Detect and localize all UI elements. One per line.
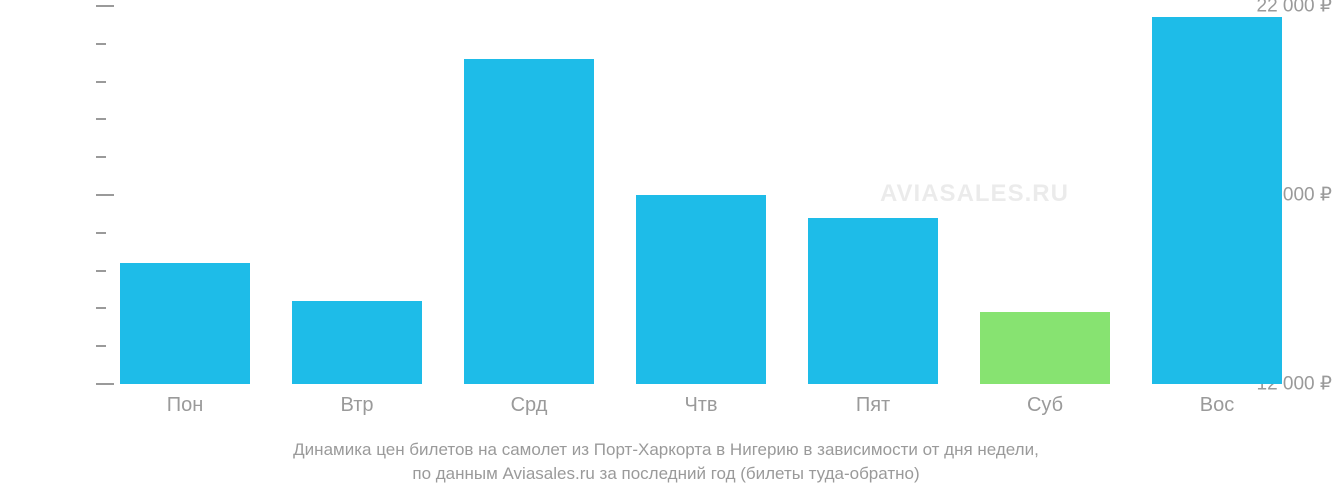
bar-Срд xyxy=(464,59,594,384)
y-tick xyxy=(96,5,114,7)
bar-Втр xyxy=(292,301,422,384)
caption-line1: Динамика цен билетов на самолет из Порт-… xyxy=(293,440,1039,459)
bar-Пон xyxy=(120,263,250,384)
y-tick xyxy=(96,307,106,309)
x-label-Вос: Вос xyxy=(1200,394,1234,417)
x-label-Втр: Втр xyxy=(341,394,374,417)
x-label-Суб: Суб xyxy=(1027,394,1063,417)
x-label-Пон: Пон xyxy=(167,394,204,417)
x-label-Чтв: Чтв xyxy=(684,394,717,417)
y-tick xyxy=(96,118,106,120)
y-tick xyxy=(96,194,114,196)
y-tick xyxy=(96,156,106,158)
bar-Вос xyxy=(1152,17,1282,384)
bar-Чтв xyxy=(636,195,766,384)
y-tick xyxy=(96,232,106,234)
bar-Суб xyxy=(980,312,1110,384)
y-tick xyxy=(96,43,106,45)
y-tick xyxy=(96,81,106,83)
x-label-Пят: Пят xyxy=(856,394,890,417)
y-tick xyxy=(96,383,114,385)
price-by-weekday-chart: 12 000 ₽17 000 ₽22 000 ₽ ПонВтрСрдЧтвПят… xyxy=(0,0,1332,502)
y-tick xyxy=(96,270,106,272)
caption-line2: по данным Aviasales.ru за последний год … xyxy=(412,464,919,483)
y-tick-label: 22 000 ₽ xyxy=(1244,0,1332,18)
chart-caption: Динамика цен билетов на самолет из Порт-… xyxy=(0,438,1332,486)
y-tick xyxy=(96,345,106,347)
x-label-Срд: Срд xyxy=(511,394,548,417)
bar-Пят xyxy=(808,218,938,384)
